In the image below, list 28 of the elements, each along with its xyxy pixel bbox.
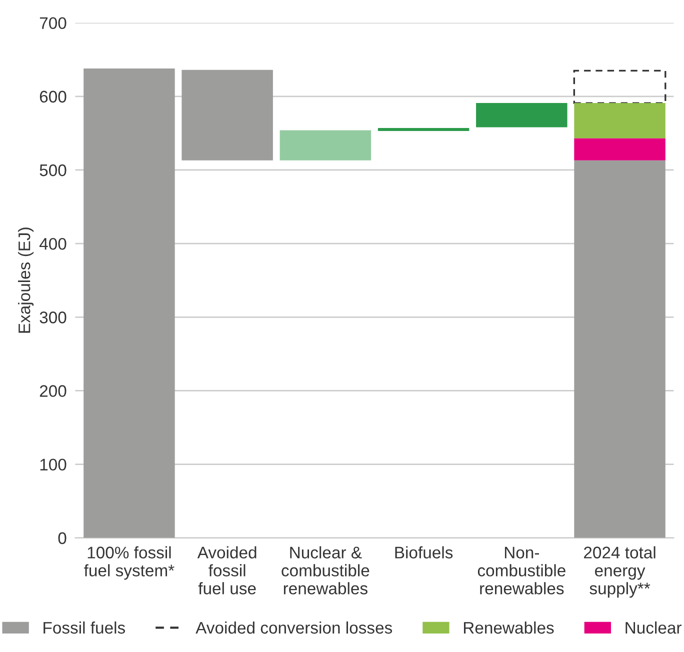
x-tick-label: Biofuels xyxy=(395,546,453,558)
x-tick-label: Nuclear & combustible renewables xyxy=(282,546,370,594)
y-axis-title: Exajoules (EJ) xyxy=(18,228,34,333)
bar xyxy=(574,103,666,138)
y-tick-label: 100 xyxy=(40,458,66,471)
y-tick-label: 500 xyxy=(40,164,66,176)
bar xyxy=(476,103,568,128)
bar xyxy=(182,70,273,160)
x-tick-label: Avoided fossil fuel use xyxy=(197,546,256,594)
bar xyxy=(84,68,175,538)
y-tick-label: 700 xyxy=(40,17,66,30)
y-tick-label: 0 xyxy=(58,532,66,544)
y-tick-label: 600 xyxy=(40,90,66,103)
y-tick-label: 300 xyxy=(40,312,66,324)
bar xyxy=(573,70,666,104)
legend-label: Renewables xyxy=(464,621,554,634)
bar xyxy=(280,130,372,160)
x-tick-label: 2024 total energy supply** xyxy=(584,546,656,598)
x-tick-label: Non- combustible renewables xyxy=(478,546,566,594)
x-tick-label: 100% fossil fuel system* xyxy=(84,546,174,580)
bar xyxy=(378,128,470,131)
y-tick-label: 200 xyxy=(40,385,66,397)
legend-label: Nuclear xyxy=(626,621,682,634)
legend-label: Fossil fuels xyxy=(44,621,125,634)
legend-label: Avoided conversion losses xyxy=(196,621,392,634)
bar xyxy=(574,160,666,538)
y-tick-label: 400 xyxy=(39,238,66,250)
bar xyxy=(574,138,666,160)
